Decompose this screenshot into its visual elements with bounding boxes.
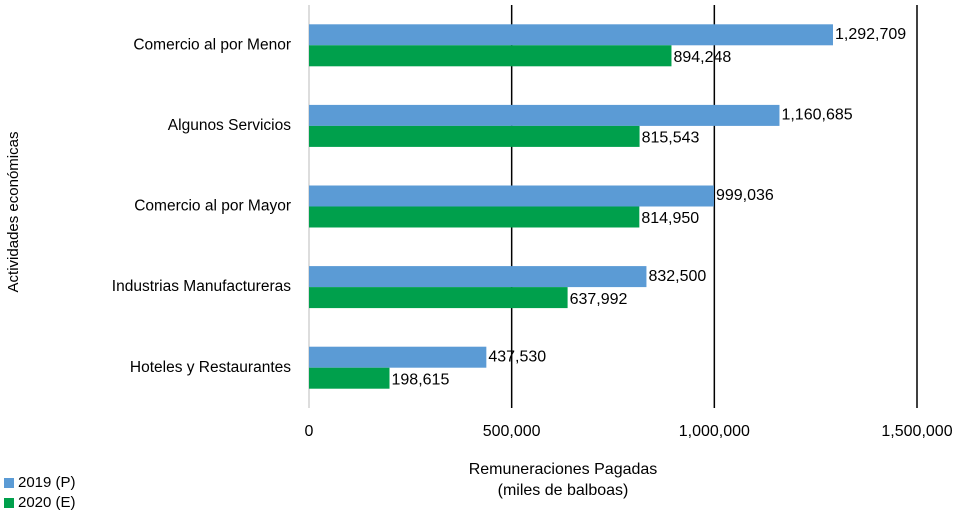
y-tick-label: Industrias Manufactureras <box>112 278 291 295</box>
x-axis-label: (miles de balboas) <box>498 482 629 499</box>
bar <box>309 367 390 389</box>
bar <box>309 346 487 368</box>
y-axis-label: Actividades económicas <box>5 132 22 293</box>
data-label: 198,615 <box>392 371 450 388</box>
data-label: 1,160,685 <box>781 107 852 124</box>
data-label: 894,248 <box>673 49 731 66</box>
data-label: 1,292,709 <box>835 26 906 43</box>
bar <box>309 266 647 288</box>
x-tick-label: 1,500,000 <box>881 423 952 440</box>
y-tick-label: Comercio al por Mayor <box>134 198 291 215</box>
y-tick-label: Algunos Servicios <box>168 117 291 134</box>
bar <box>309 104 780 126</box>
bar <box>309 206 640 228</box>
x-tick-label: 0 <box>305 423 314 440</box>
bar <box>309 185 714 207</box>
legend-label: 2020 (E) <box>18 494 76 511</box>
y-tick-label: Comercio al por Menor <box>133 36 291 53</box>
bar <box>309 45 672 67</box>
data-label: 815,543 <box>642 130 700 147</box>
x-tick-label: 1,000,000 <box>679 423 750 440</box>
legend-label: 2019 (P) <box>18 474 76 491</box>
y-tick-label: Hoteles y Restaurantes <box>130 359 291 376</box>
x-axis-label: Remuneraciones Pagadas <box>469 461 658 478</box>
data-label: 637,992 <box>570 291 628 308</box>
data-label: 437,530 <box>488 348 546 365</box>
legend-swatch <box>4 478 14 488</box>
data-label: 814,950 <box>641 210 699 227</box>
x-tick-label: 500,000 <box>483 423 541 440</box>
legend-swatch <box>4 498 14 508</box>
bar <box>309 125 640 147</box>
data-label: 832,500 <box>648 268 706 285</box>
bar <box>309 287 568 309</box>
data-label: 999,036 <box>716 187 774 204</box>
bar <box>309 24 833 46</box>
